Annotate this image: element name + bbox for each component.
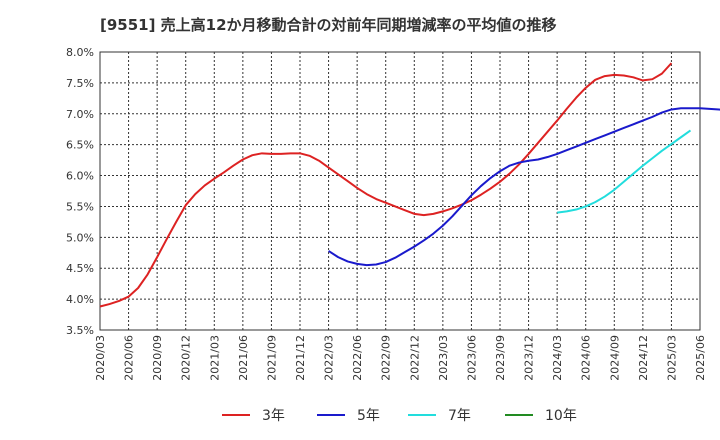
x-tick-label: 2021/03 [208,335,221,381]
series-line-7年 [557,129,692,214]
legend-label-3年: 3年 [262,408,285,424]
y-tick-label: 6.0% [66,170,94,183]
x-axis-tick-labels: 2020/03 2020/06 2020/09 2020/12 2021/03 2021/… [94,335,707,381]
y-tick-label: 4.0% [66,293,94,306]
x-tick-label: 2023/09 [494,335,507,381]
y-tick-label: 5.0% [66,231,94,244]
x-tick-label: 2022/03 [323,335,336,381]
x-tick-label: 2023/06 [465,335,478,381]
plot-area [99,51,701,331]
x-tick-label: 2022/12 [408,335,421,381]
y-axis-tick-labels: 3.5% 4.0% 4.5% 5.0% 5.5% 6.0% 6.5% 7.0% 7.5% 8.0% [66,46,94,337]
x-tick-label: 2021/12 [294,335,307,381]
legend-label-7年: 7年 [448,408,471,424]
chart-title: [9551] 売上高12か月移動合計の対前年同期増減率の平均値の推移 [100,16,557,34]
x-tick-label: 2024/12 [637,335,650,381]
x-tick-label: 2025/03 [665,335,678,381]
y-tick-label: 7.0% [66,108,94,121]
x-tick-label: 2021/09 [265,335,278,381]
y-tick-label: 7.5% [66,77,94,90]
y-tick-label: 4.5% [66,262,94,275]
series-line-3年 [99,62,673,308]
y-tick-label: 8.0% [66,46,94,59]
x-tick-label: 2021/06 [237,335,250,381]
y-tick-label: 6.5% [66,139,94,152]
series-lines [99,62,720,308]
x-tick-label: 2023/12 [523,335,536,381]
x-tick-label: 2020/09 [151,335,164,381]
legend-label-10年: 10年 [545,408,577,424]
y-tick-label: 5.5% [66,200,94,213]
series-line-5年 [328,107,720,267]
legend: 3年 5年 7年 10年 [222,408,577,424]
x-tick-label: 2023/03 [437,335,450,381]
horizontal-gridlines [100,82,700,300]
legend-label-5年: 5年 [357,408,380,424]
x-tick-label: 2025/06 [694,335,707,381]
x-tick-label: 2022/06 [351,335,364,381]
x-tick-label: 2020/06 [123,335,136,381]
x-tick-label: 2022/09 [380,335,393,381]
vertical-gridlines [128,52,672,330]
x-tick-label: 2024/09 [608,335,621,381]
x-tick-label: 2024/03 [551,335,564,381]
x-tick-label: 2020/03 [94,335,107,381]
x-tick-label: 2024/06 [580,335,593,381]
x-tick-label: 2020/12 [180,335,193,381]
y-tick-label: 3.5% [66,324,94,337]
